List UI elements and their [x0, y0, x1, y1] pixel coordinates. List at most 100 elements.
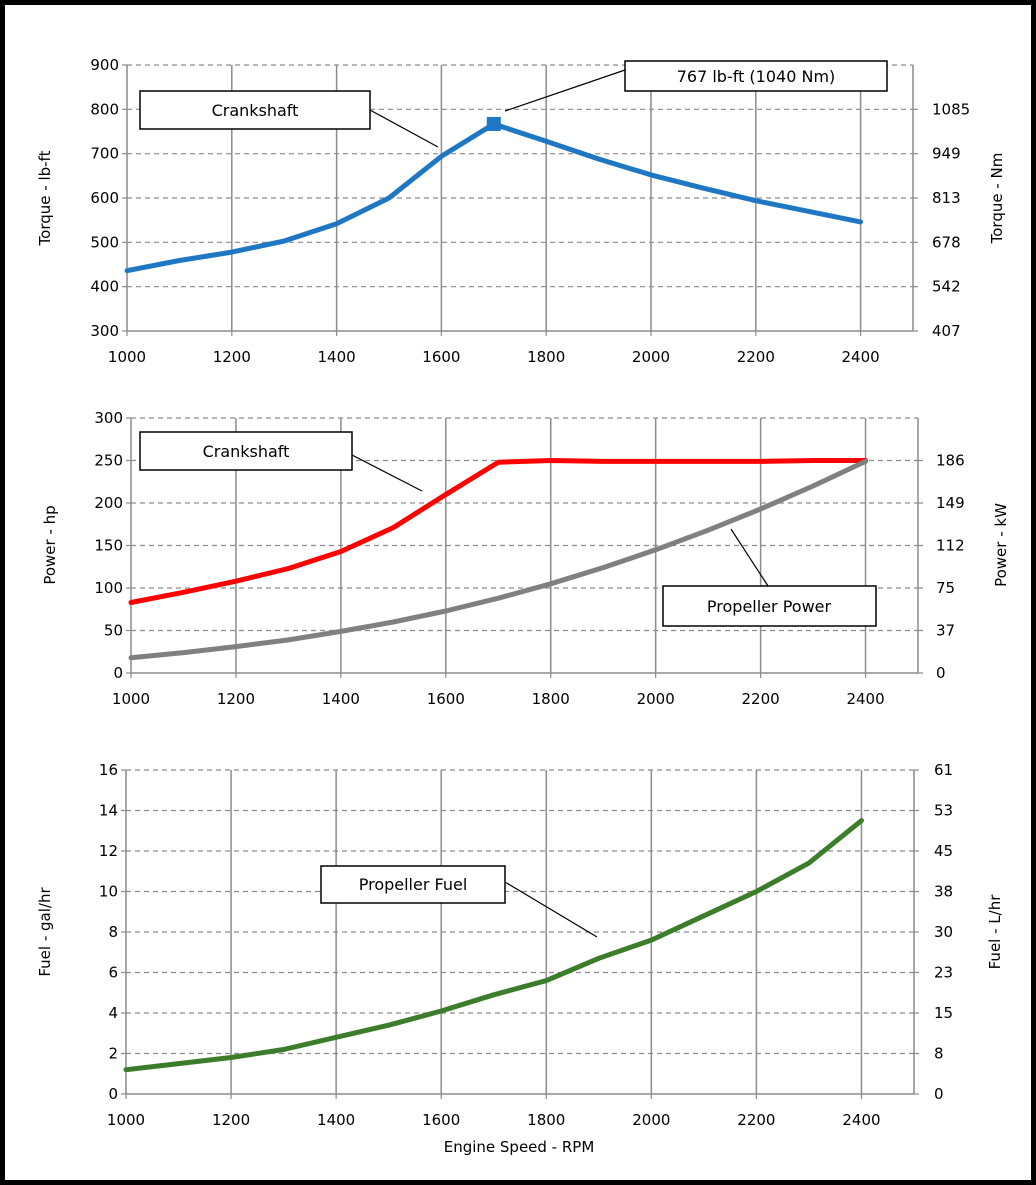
fuel-series-line-0 [123, 818, 864, 1073]
fuel-y-axis-title: Fuel - gal/hr [36, 887, 54, 977]
fuel-y-tick-label: 10 [99, 883, 118, 901]
power-y-axis-title: Power - hp [41, 505, 59, 584]
fuel-y-tick-label: 6 [108, 964, 118, 982]
torque-y2-axis-title: Torque - Nm [988, 153, 1006, 245]
fuel-y-tick-label: 0 [108, 1085, 118, 1103]
power-y-tick-label: 250 [94, 452, 123, 470]
torque-y-tick-label: 900 [90, 56, 119, 74]
power-ticks: 1000 1200 1400 1600 1800 2000 2200 240005010015… [94, 409, 964, 708]
fuel-x-tick-label: 2400 [842, 1111, 880, 1129]
fuel-ticks: 1000 1200 1400 1600 1800 2000 2200 2400 0 2 4 6 8 10 1… [99, 761, 953, 1129]
power-y-tick-label: 100 [94, 579, 123, 597]
x-axis-title: Engine Speed - RPM [444, 1138, 595, 1156]
torque-series-line-0 [124, 121, 864, 274]
torque-x-tick-label: 2200 [737, 348, 775, 366]
torque-y-tick-label: 800 [90, 100, 119, 118]
torque-x-tick-label: 2400 [842, 348, 880, 366]
fuel-y2-tick-label: 8 [934, 1045, 944, 1063]
power-x-tick-label: 1400 [322, 690, 360, 708]
propeller-power-callout-label: Propeller Power [707, 597, 832, 616]
power-crankshaft-callout-box [139, 431, 353, 471]
fuel-x-tick-label: 1400 [317, 1111, 355, 1129]
torque-y2-tick-label: 1085 [932, 100, 970, 118]
power-y2-tick-label: 75 [936, 579, 955, 597]
torque-peak-callout-label: 767 lb-ft (1040 Nm) [677, 67, 836, 86]
fuel-y-tick-label: 4 [108, 1004, 118, 1022]
power-crankshaft-callout-label: Crankshaft [203, 442, 290, 461]
torque-y2-tick-label: 949 [932, 145, 961, 163]
fuel-y2-tick-label: 53 [934, 802, 953, 820]
propeller-power-leader-line [730, 528, 769, 587]
power-x-tick-label: 1000 [112, 690, 150, 708]
fuel-y-tick-label: 8 [108, 923, 118, 941]
power-crankshaft-leader-line [351, 454, 423, 492]
fuel-y-tick-label: 2 [108, 1045, 118, 1063]
torque-chart: 1000 1200 1400 1600 1800 2000 2200 2400 300 400 50… [36, 56, 1006, 366]
torque-crankshaft-callout-box [139, 90, 371, 130]
torque-peak-leader-line [504, 69, 626, 112]
torque-y2-tick-label: 813 [932, 189, 961, 207]
fuel-y2-tick-label: 45 [934, 842, 953, 860]
fuel-y2-tick-label: 15 [934, 1004, 953, 1022]
propeller-fuel-callout-label: Propeller Fuel [359, 875, 468, 894]
propeller-fuel-callout-box [320, 865, 506, 904]
power-y2-tick-label: 186 [936, 452, 965, 470]
power-x-tick-label: 1200 [217, 690, 255, 708]
torque-x-tick-label: 1600 [422, 348, 460, 366]
torque-y-tick-label: 500 [90, 233, 119, 251]
power-series-line-0 [128, 458, 868, 605]
propeller-power-callout-box [662, 585, 877, 627]
torque-y2-tick-label: 678 [932, 233, 961, 251]
fuel-y-tick-label: 16 [99, 761, 118, 779]
power-x-tick-label: 1800 [532, 690, 570, 708]
torque-x-tick-label: 1200 [213, 348, 251, 366]
power-y2-tick-label: 0 [936, 664, 946, 682]
torque-crankshaft-callout-label: Crankshaft [212, 101, 299, 120]
torque-series [124, 116, 864, 274]
torque-y2-tick-label: 407 [932, 322, 961, 340]
fuel-y2-tick-label: 23 [934, 964, 953, 982]
torque-x-tick-label: 1400 [318, 348, 356, 366]
fuel-y2-tick-label: 0 [934, 1085, 944, 1103]
torque-y-tick-label: 400 [90, 278, 119, 296]
fuel-x-tick-label: 2000 [632, 1111, 670, 1129]
power-x-tick-label: 2400 [846, 690, 884, 708]
power-y-tick-label: 150 [94, 537, 123, 555]
power-y2-tick-label: 149 [936, 494, 965, 512]
torque-x-tick-label: 1800 [527, 348, 565, 366]
torque-ticks: 1000 1200 1400 1600 1800 2000 2200 2400 300 400 50… [90, 56, 970, 366]
power-x-tick-label: 2000 [637, 690, 675, 708]
power-series [128, 458, 868, 661]
fuel-y-tick-label: 12 [99, 842, 118, 860]
torque-y-tick-label: 600 [90, 189, 119, 207]
power-y2-tick-label: 37 [936, 622, 955, 640]
power-chart: 1000 1200 1400 1600 1800 2000 2200 240005010015… [41, 409, 1010, 708]
fuel-y-tick-label: 14 [99, 802, 118, 820]
torque-x-tick-label: 1000 [108, 348, 146, 366]
torque-peak-callout-box [624, 60, 888, 92]
propeller-fuel-leader-line [504, 881, 598, 938]
fuel-y2-axis-title: Fuel - L/hr [986, 894, 1004, 970]
fuel-x-tick-label: 2200 [737, 1111, 775, 1129]
fuel-y2-tick-label: 61 [934, 761, 953, 779]
power-y-tick-label: 0 [113, 664, 123, 682]
power-y-tick-label: 50 [104, 622, 123, 640]
torque-x-tick-label: 2000 [632, 348, 670, 366]
power-y2-tick-label: 112 [936, 537, 965, 555]
fuel-chart: 1000 1200 1400 1600 1800 2000 2200 2400 0 2 4 6 8 10 1… [36, 761, 1004, 1156]
torque-y-axis-title: Torque - lb-ft [36, 150, 54, 246]
torque-crankshaft-leader-line [369, 109, 439, 148]
fuel-x-tick-label: 1000 [107, 1111, 145, 1129]
torque-y-tick-label: 700 [90, 145, 119, 163]
power-series-line-1 [128, 458, 868, 661]
fuel-gridlines [125, 769, 915, 1095]
fuel-series [123, 818, 864, 1073]
fuel-x-tick-label: 1200 [212, 1111, 250, 1129]
fuel-y2-tick-label: 38 [934, 883, 953, 901]
power-y-tick-label: 200 [94, 494, 123, 512]
fuel-x-tick-label: 1800 [527, 1111, 565, 1129]
fuel-y2-tick-label: 30 [934, 923, 953, 941]
power-x-tick-label: 2200 [742, 690, 780, 708]
torque-y2-tick-label: 542 [932, 278, 961, 296]
